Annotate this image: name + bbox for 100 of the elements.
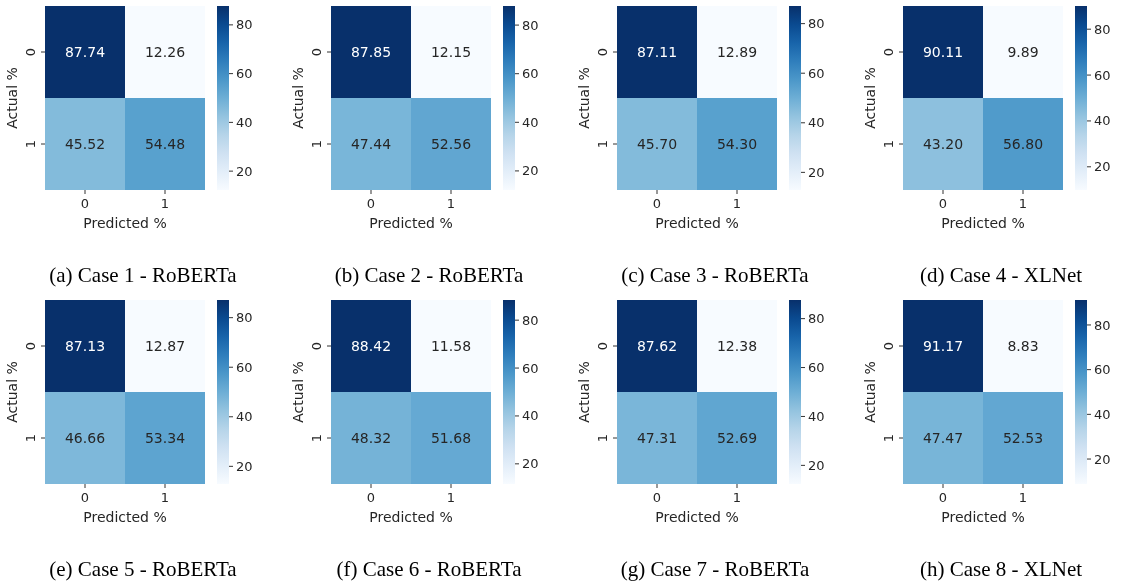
text: (e) Case 5 - RoBERTa — [49, 557, 238, 581]
y-axis-title: Actual % — [4, 361, 20, 423]
y-tick-label: 0 — [23, 47, 38, 57]
x-tick-label: 0 — [938, 490, 948, 505]
data-label: 47.31 — [636, 429, 678, 446]
x-axis-title: Predicted % — [369, 215, 453, 231]
x-tick-label: 0 — [80, 196, 90, 211]
color-bar-label: 40 — [1094, 406, 1111, 422]
color-bar-label: 40 — [808, 409, 825, 425]
data-label: 54.30 — [716, 135, 758, 152]
text: (c) Case 3 - RoBERTa — [621, 263, 810, 287]
data-label: 54.48 — [144, 135, 186, 152]
color-bar-label: 80 — [808, 16, 825, 32]
data-label: 52.53 — [1002, 429, 1044, 446]
y-tick-label: 0 — [309, 47, 324, 57]
text: (h) Case 8 - XLNet — [919, 557, 1083, 581]
color-bar-label: 20 — [808, 457, 825, 473]
data-label: 9.89 — [1007, 43, 1039, 60]
data-label: 90.11 — [922, 43, 964, 60]
color-bar-label: 40 — [236, 114, 253, 130]
x-tick-label: 1 — [1018, 196, 1028, 211]
color-bar-label: 20 — [522, 163, 539, 179]
color-bar-label: 20 — [808, 164, 825, 180]
y-axis-title: Actual % — [576, 67, 592, 129]
data-label: 8.83 — [1007, 337, 1039, 354]
data-label: 12.26 — [144, 43, 186, 60]
data-label: 87.74 — [64, 43, 106, 60]
y-tick-label: 0 — [881, 341, 896, 351]
data-label: 53.34 — [144, 429, 186, 446]
x-axis-title: Predicted % — [83, 509, 167, 525]
color-bar-label: 80 — [236, 310, 253, 326]
x-axis-title: Predicted % — [655, 215, 739, 231]
y-axis-title: Actual % — [290, 361, 306, 423]
data-label: 43.20 — [922, 135, 964, 152]
data-label: 52.56 — [430, 135, 472, 152]
color-bar-label: 40 — [1094, 113, 1111, 129]
color-bar-label: 80 — [808, 311, 825, 327]
y-tick-label: 1 — [595, 433, 610, 443]
color-bar-label: 20 — [1094, 159, 1111, 175]
data-label: 87.85 — [350, 43, 392, 60]
color-bar-label: 20 — [236, 163, 253, 179]
data-label: 45.52 — [64, 135, 106, 152]
data-label: 52.69 — [716, 429, 758, 446]
data-label: 48.32 — [350, 429, 392, 446]
data-label: 56.80 — [1002, 135, 1044, 152]
x-tick-label: 1 — [160, 196, 170, 211]
y-tick-label: 0 — [595, 341, 610, 351]
y-tick-label: 0 — [23, 341, 38, 351]
x-tick-label: 0 — [366, 490, 376, 505]
color-bar-label: 60 — [236, 66, 253, 82]
data-label: 88.42 — [350, 337, 392, 354]
color-bar-label: 80 — [236, 17, 253, 33]
color-bar-label: 80 — [522, 312, 539, 328]
color-bar-label: 60 — [1094, 362, 1111, 378]
color-bar-label: 60 — [808, 65, 825, 81]
data-label: 46.66 — [64, 429, 106, 446]
data-label: 87.62 — [636, 337, 678, 354]
text: (d) Case 4 - XLNet — [919, 263, 1083, 287]
x-tick-label: 0 — [652, 490, 662, 505]
data-label: 87.13 — [64, 337, 106, 354]
x-axis-title: Predicted % — [83, 215, 167, 231]
x-tick-label: 1 — [446, 196, 456, 211]
data-label: 47.44 — [350, 135, 392, 152]
color-bar-label: 20 — [1094, 451, 1111, 467]
y-tick-label: 1 — [881, 433, 896, 443]
text: (f) Case 6 - RoBERTa — [336, 557, 523, 581]
color-bar-label: 40 — [236, 409, 253, 425]
color-bar-label: 40 — [522, 408, 539, 424]
y-tick-label: 0 — [881, 47, 896, 57]
data-label: 45.70 — [636, 135, 678, 152]
data-label: 12.87 — [144, 337, 186, 354]
x-tick-label: 0 — [652, 196, 662, 211]
y-tick-label: 1 — [309, 433, 324, 443]
x-axis-title: Predicted % — [941, 509, 1025, 525]
text: (a) Case 1 - RoBERTa — [49, 263, 238, 287]
x-tick-label: 1 — [160, 490, 170, 505]
data-label: 47.47 — [922, 429, 964, 446]
color-bar-label: 20 — [236, 458, 253, 474]
y-tick-label: 1 — [595, 139, 610, 149]
data-label: 87.11 — [636, 43, 678, 60]
y-axis-title: Actual % — [4, 67, 20, 129]
y-axis-title: Actual % — [576, 361, 592, 423]
color-bar-label: 60 — [808, 360, 825, 376]
text: (b) Case 2 - RoBERTa — [334, 263, 524, 287]
data-label: 11.58 — [430, 337, 472, 354]
text: (g) Case 7 - RoBERTa — [620, 557, 810, 581]
x-axis-title: Predicted % — [941, 215, 1025, 231]
y-tick-label: 1 — [23, 139, 38, 149]
color-bar-label: 60 — [522, 360, 539, 376]
color-bar-label: 60 — [236, 359, 253, 375]
y-tick-label: 0 — [595, 47, 610, 57]
x-tick-label: 1 — [732, 196, 742, 211]
color-bar-label: 80 — [522, 17, 539, 33]
x-axis-title: Predicted % — [369, 509, 453, 525]
x-tick-label: 0 — [938, 196, 948, 211]
y-tick-label: 0 — [309, 341, 324, 351]
color-bar-label: 80 — [1094, 21, 1111, 37]
y-tick-label: 1 — [23, 433, 38, 443]
x-axis-title: Predicted % — [655, 509, 739, 525]
data-label: 12.38 — [716, 337, 758, 354]
